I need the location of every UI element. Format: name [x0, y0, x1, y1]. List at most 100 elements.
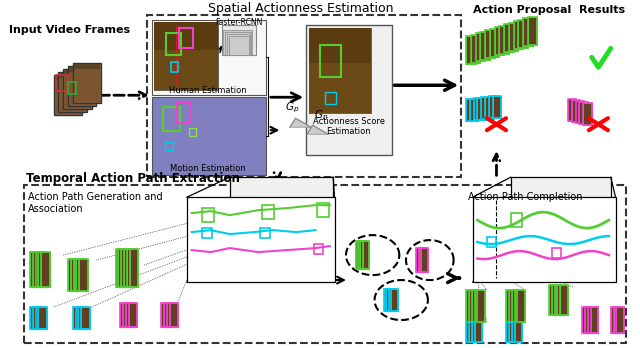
Bar: [582, 307, 590, 333]
Bar: [118, 249, 127, 287]
Bar: [485, 30, 495, 58]
Bar: [35, 252, 44, 287]
Bar: [549, 285, 556, 315]
Bar: [471, 100, 477, 120]
Bar: [30, 307, 38, 329]
Bar: [515, 22, 522, 48]
Bar: [557, 285, 565, 315]
Bar: [509, 290, 516, 322]
Bar: [152, 97, 266, 175]
Bar: [506, 290, 514, 322]
Bar: [229, 36, 249, 55]
Bar: [33, 252, 41, 287]
Bar: [476, 291, 481, 321]
Bar: [121, 249, 130, 287]
Bar: [390, 290, 395, 310]
Bar: [164, 303, 173, 327]
Bar: [584, 104, 591, 124]
Bar: [515, 290, 522, 322]
Bar: [309, 63, 371, 113]
Bar: [485, 97, 493, 119]
Bar: [417, 248, 423, 272]
Bar: [360, 241, 367, 269]
Bar: [575, 101, 584, 123]
Bar: [473, 291, 478, 321]
Bar: [78, 307, 87, 329]
Bar: [72, 260, 78, 290]
Text: Actionness Score
Estimation: Actionness Score Estimation: [313, 117, 385, 136]
Bar: [389, 289, 396, 311]
Bar: [553, 286, 558, 314]
Text: Human Estimation: Human Estimation: [169, 86, 246, 95]
Bar: [469, 290, 476, 322]
Bar: [470, 99, 478, 121]
Bar: [616, 307, 624, 333]
Bar: [35, 307, 44, 329]
Bar: [472, 322, 479, 342]
Bar: [478, 291, 484, 321]
Bar: [33, 308, 40, 328]
Text: Temporal Action Path Extraction: Temporal Action Path Extraction: [26, 172, 240, 185]
Bar: [187, 197, 335, 282]
Bar: [486, 98, 493, 118]
Bar: [589, 308, 595, 332]
Bar: [614, 307, 621, 333]
Bar: [475, 290, 482, 322]
Bar: [583, 103, 592, 125]
Bar: [517, 290, 525, 322]
Bar: [189, 128, 196, 136]
Bar: [518, 291, 524, 321]
Bar: [515, 322, 522, 342]
Bar: [481, 33, 489, 59]
Bar: [495, 27, 504, 55]
Bar: [120, 303, 129, 327]
Bar: [476, 33, 485, 61]
Bar: [129, 303, 138, 327]
Bar: [477, 290, 485, 322]
Bar: [74, 260, 81, 290]
Bar: [529, 18, 536, 44]
Bar: [506, 290, 514, 322]
Bar: [611, 307, 618, 333]
Bar: [611, 307, 618, 333]
Bar: [33, 252, 41, 287]
Bar: [39, 253, 46, 286]
Bar: [64, 70, 91, 108]
Bar: [506, 322, 514, 342]
Bar: [361, 242, 366, 268]
Text: Input Video Frames: Input Video Frames: [9, 25, 131, 35]
Bar: [126, 303, 134, 327]
Bar: [516, 323, 521, 341]
Bar: [514, 21, 523, 49]
Bar: [466, 322, 474, 342]
Bar: [555, 285, 562, 315]
Bar: [549, 285, 556, 315]
Bar: [579, 102, 588, 124]
Bar: [74, 64, 100, 69]
Bar: [419, 248, 426, 272]
Bar: [80, 260, 87, 290]
Bar: [512, 322, 519, 342]
Bar: [121, 249, 130, 287]
Bar: [179, 28, 193, 48]
Bar: [419, 248, 426, 272]
Bar: [358, 241, 365, 269]
Bar: [495, 28, 503, 54]
Bar: [389, 289, 396, 311]
Bar: [573, 101, 579, 121]
Bar: [509, 23, 518, 51]
Bar: [469, 322, 476, 342]
Bar: [73, 63, 101, 103]
Bar: [79, 308, 86, 328]
Bar: [481, 97, 490, 119]
Bar: [513, 291, 518, 321]
Bar: [54, 75, 82, 115]
Bar: [262, 205, 274, 219]
Bar: [512, 290, 519, 322]
Bar: [122, 250, 129, 286]
Bar: [507, 291, 513, 321]
Bar: [167, 303, 175, 327]
Bar: [493, 96, 501, 118]
Bar: [560, 285, 568, 315]
Bar: [33, 253, 40, 286]
